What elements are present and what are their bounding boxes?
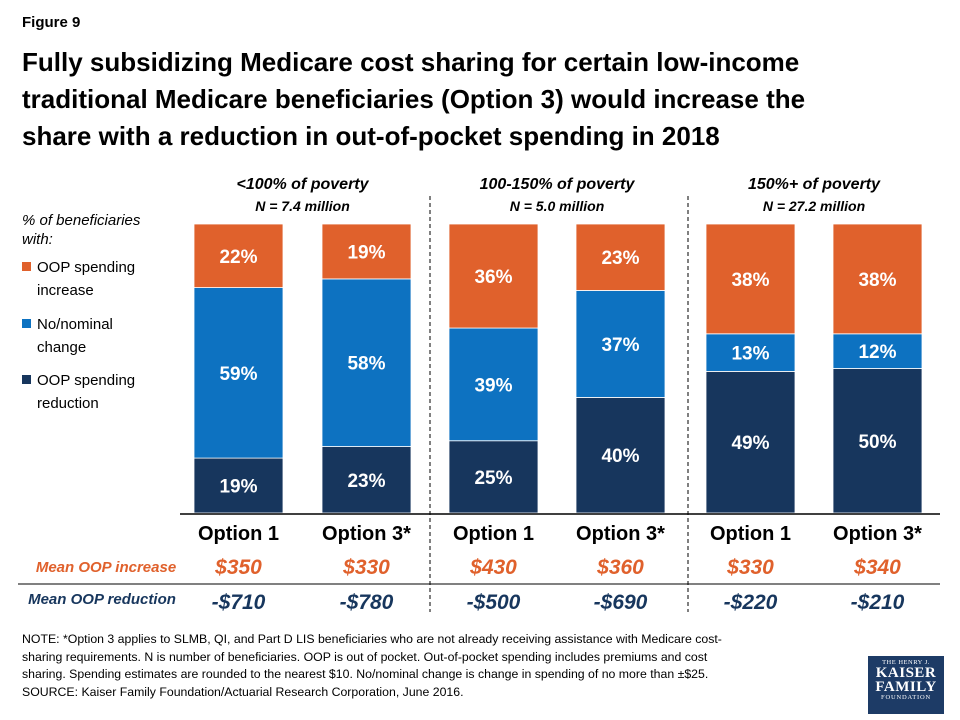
- group-n-label: N = 5.0 million: [510, 198, 605, 214]
- bar-segment: [575, 223, 666, 291]
- legend-swatch: [22, 375, 31, 384]
- bar-value-label: 22%: [219, 247, 257, 268]
- legend-label: change: [37, 339, 86, 356]
- group-title: 100-150% of poverty: [480, 176, 636, 193]
- chart-title: Fully subsidizing Medicare cost sharing …: [22, 44, 942, 155]
- bar-segment: [575, 290, 666, 398]
- legend-heading: with:: [22, 231, 53, 248]
- stacked-bar-chart: % of beneficiaries with: OOP spending incre…: [18, 176, 940, 614]
- bar-segment: [193, 287, 284, 459]
- figure-label: Figure 9: [22, 14, 81, 31]
- bar-segment: [321, 223, 412, 280]
- legend-label: increase: [37, 282, 94, 299]
- bar-value-label: 59%: [219, 364, 257, 385]
- bar-segment: [705, 223, 796, 335]
- mean-oop-increase-value: $350: [214, 556, 262, 579]
- bar-segment: [448, 223, 539, 329]
- title-line: Fully subsidizing Medicare cost sharing …: [22, 47, 800, 77]
- bar-segment: [575, 396, 666, 514]
- bar-value-label: 23%: [347, 471, 385, 492]
- mean-oop-reduction-value: -$210: [851, 591, 905, 614]
- mean-oop-increase-value: $340: [853, 556, 901, 579]
- note-line: sharing requirements. N is number of ben…: [22, 649, 708, 664]
- bar-segment: [832, 368, 923, 514]
- legend-label: No/nominal: [37, 316, 113, 333]
- legend-label: reduction: [37, 395, 99, 412]
- mean-oop-increase-value: $360: [596, 556, 644, 579]
- bar-value-label: 36%: [474, 267, 512, 288]
- title-line: share with a reduction in out-of-pocket …: [22, 121, 720, 151]
- bars: 19% 59% 22% Option 1 23% 58% 19% Option 3* 25% 39…: [180, 223, 940, 545]
- mean-oop-reduction-value: -$690: [594, 591, 648, 614]
- mean-oop-reduction-value: -$710: [212, 591, 266, 614]
- mean-oop-reduction-value: -$220: [724, 591, 778, 614]
- bar-segment: [193, 457, 284, 514]
- logo-kaiser-text: KAISER: [875, 665, 937, 681]
- category-label: Option 3*: [322, 523, 411, 545]
- group-title: <100% of poverty: [236, 176, 369, 193]
- bar-value-label: 37%: [601, 335, 639, 356]
- mean-oop-reduction-value: -$780: [340, 591, 394, 614]
- bar-value-label: 19%: [219, 477, 257, 498]
- bar-value-label: 38%: [731, 270, 769, 291]
- category-label: Option 3*: [576, 523, 665, 545]
- bar-segment: [832, 223, 923, 335]
- bar-segment: [832, 333, 923, 369]
- note-line: sharing. Spending estimates are rounded …: [22, 667, 709, 681]
- mean-oop-increase-value: $330: [342, 556, 390, 579]
- mean-oop-increase-value: $430: [469, 556, 517, 579]
- bar-value-label: 12%: [858, 342, 896, 363]
- group-headers: <100% of poverty N = 7.4 million 100-150% …: [236, 176, 881, 612]
- source-line: SOURCE: Kaiser Family Foundation/Actuari…: [22, 684, 464, 699]
- group-n-label: N = 7.4 million: [255, 198, 350, 214]
- legend: % of beneficiaries with: OOP spending incre…: [22, 212, 141, 412]
- mean-oop-increase-value: $330: [726, 556, 774, 579]
- bar-segment: [448, 327, 539, 442]
- bar-segment: [321, 278, 412, 447]
- bar-value-label: 13%: [731, 344, 769, 365]
- bar-segment: [705, 370, 796, 514]
- bar-value-label: 23%: [601, 248, 639, 269]
- bar-value-label: 19%: [347, 242, 385, 263]
- logo-foundation-text: FOUNDATION: [881, 694, 931, 701]
- logo-top-text: THE HENRY J.: [882, 659, 930, 666]
- legend-swatch: [22, 319, 31, 328]
- bar-value-label: 58%: [347, 354, 385, 375]
- category-label: Option 1: [710, 523, 791, 545]
- row-label-reduction: Mean OOP reduction: [28, 591, 176, 608]
- footnote: NOTE: *Option 3 applies to SLMB, QI, and…: [22, 631, 857, 701]
- legend-swatch: [22, 262, 31, 271]
- note-line: NOTE: *Option 3 applies to SLMB, QI, and…: [22, 632, 722, 646]
- kff-logo: THE HENRY J. KAISER FAMILY FOUNDATION: [868, 656, 944, 714]
- bar-value-label: 49%: [731, 433, 769, 454]
- bar-value-label: 25%: [474, 468, 512, 489]
- category-label: Option 3*: [833, 523, 922, 545]
- bar-value-label: 50%: [858, 432, 896, 453]
- bar-segment: [321, 446, 412, 514]
- category-label: Option 1: [453, 523, 534, 545]
- group-n-label: N = 27.2 million: [763, 198, 865, 214]
- summary-table: Mean OOP increase Mean OOP reduction $350 $…: [18, 556, 940, 614]
- legend-label: OOP spending: [37, 259, 135, 276]
- bar-segment: [448, 440, 539, 514]
- category-label: Option 1: [198, 523, 279, 545]
- mean-oop-reduction-value: -$500: [467, 591, 521, 614]
- bar-segment: [193, 223, 284, 288]
- legend-heading: % of beneficiaries: [22, 212, 141, 229]
- bar-value-label: 39%: [474, 375, 512, 396]
- logo-family-text: FAMILY: [875, 679, 937, 695]
- bar-value-label: 38%: [858, 270, 896, 291]
- group-title: 150%+ of poverty: [748, 176, 881, 193]
- row-label-increase: Mean OOP increase: [36, 559, 176, 576]
- bar-value-label: 40%: [601, 446, 639, 467]
- legend-label: OOP spending: [37, 372, 135, 389]
- title-line: traditional Medicare beneficiaries (Opti…: [22, 84, 806, 114]
- bar-segment: [705, 333, 796, 372]
